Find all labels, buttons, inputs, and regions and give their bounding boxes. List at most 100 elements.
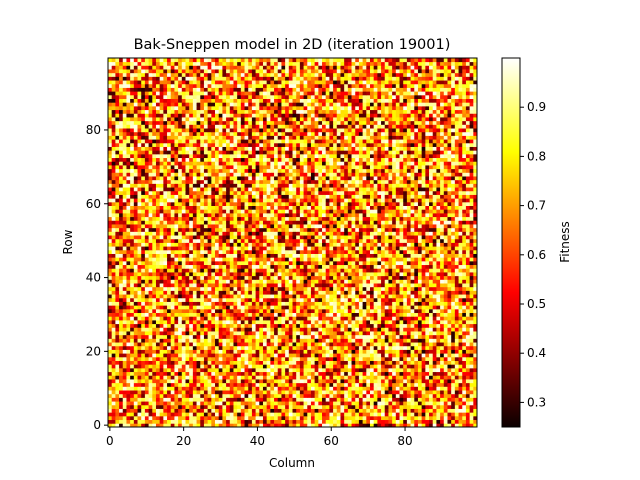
heatmap-cell bbox=[318, 338, 323, 343]
heatmap-cell bbox=[244, 386, 249, 391]
heatmap-cell bbox=[443, 242, 448, 247]
heatmap-cell bbox=[126, 349, 131, 354]
heatmap-cell bbox=[111, 356, 116, 361]
heatmap-cell bbox=[347, 349, 352, 354]
heatmap-cell bbox=[336, 390, 341, 395]
heatmap-cell bbox=[458, 331, 463, 336]
heatmap-cell bbox=[410, 345, 415, 350]
heatmap-cell bbox=[240, 331, 245, 336]
heatmap-cell bbox=[347, 423, 352, 428]
heatmap-cell bbox=[130, 283, 135, 288]
heatmap-cell bbox=[296, 415, 301, 421]
heatmap-cell bbox=[222, 312, 227, 317]
heatmap-cell bbox=[248, 397, 253, 402]
heatmap-cell bbox=[119, 323, 124, 328]
heatmap-cell bbox=[336, 264, 341, 269]
heatmap-cell bbox=[152, 301, 157, 306]
heatmap-cell bbox=[108, 249, 113, 254]
heatmap-cell bbox=[369, 312, 375, 317]
heatmap-cell bbox=[255, 419, 260, 424]
heatmap-cell bbox=[159, 308, 164, 314]
heatmap-cell bbox=[189, 283, 194, 288]
heatmap-cell bbox=[215, 353, 220, 358]
heatmap-cell bbox=[399, 286, 404, 291]
heatmap-cell bbox=[163, 382, 168, 387]
heatmap-cell bbox=[303, 249, 308, 254]
heatmap-cell bbox=[406, 412, 411, 417]
heatmap-cell bbox=[392, 390, 397, 395]
heatmap-cell bbox=[351, 415, 356, 421]
heatmap-cell bbox=[384, 327, 389, 332]
heatmap-cell bbox=[167, 360, 172, 365]
heatmap-cell bbox=[277, 283, 282, 288]
heatmap-cell bbox=[111, 349, 116, 354]
heatmap-cell bbox=[443, 294, 448, 299]
heatmap-cell bbox=[240, 246, 245, 251]
heatmap-cell bbox=[274, 246, 279, 251]
heatmap-cell bbox=[222, 275, 227, 280]
heatmap-cell bbox=[318, 327, 323, 332]
heatmap-cell bbox=[395, 342, 400, 347]
heatmap-cell bbox=[178, 275, 183, 280]
heatmap-cell bbox=[222, 242, 227, 247]
heatmap-cell bbox=[322, 297, 327, 302]
heatmap-cell bbox=[178, 301, 183, 306]
heatmap-cell bbox=[410, 242, 415, 247]
heatmap-cell bbox=[381, 279, 386, 284]
heatmap-cell bbox=[318, 308, 323, 314]
heatmap-cell bbox=[174, 342, 179, 347]
heatmap-cell bbox=[122, 297, 127, 302]
heatmap-cell bbox=[333, 316, 338, 321]
heatmap-cell bbox=[417, 272, 423, 277]
heatmap-cell bbox=[377, 286, 382, 291]
heatmap-cell bbox=[292, 316, 297, 321]
heatmap-cell bbox=[133, 382, 138, 387]
heatmap-cell bbox=[240, 404, 245, 409]
heatmap-cell bbox=[170, 268, 175, 273]
heatmap-cell bbox=[410, 367, 415, 373]
heatmap-cell bbox=[266, 404, 271, 409]
heatmap-cell bbox=[395, 260, 400, 266]
heatmap-cell bbox=[333, 297, 338, 302]
heatmap-cell bbox=[429, 316, 434, 321]
heatmap-cell bbox=[340, 279, 345, 284]
heatmap-cell bbox=[469, 290, 474, 295]
heatmap-cell bbox=[410, 290, 415, 295]
heatmap-cell bbox=[270, 397, 275, 402]
heatmap-cell bbox=[447, 257, 452, 262]
heatmap-cell bbox=[318, 323, 323, 328]
heatmap-cell bbox=[148, 349, 153, 354]
heatmap-cell bbox=[192, 294, 197, 299]
heatmap-cell bbox=[355, 275, 360, 280]
heatmap-cell bbox=[347, 308, 352, 314]
heatmap-cell bbox=[329, 286, 334, 291]
heatmap-cell bbox=[462, 294, 467, 299]
heatmap-cell bbox=[218, 342, 223, 347]
heatmap-cell bbox=[233, 316, 238, 321]
heatmap-cell bbox=[395, 423, 400, 428]
heatmap-cell bbox=[296, 283, 301, 288]
heatmap-cell bbox=[410, 382, 415, 387]
heatmap-cell bbox=[270, 393, 275, 398]
heatmap-cell bbox=[262, 397, 268, 402]
heatmap-cell bbox=[200, 360, 205, 365]
heatmap-cell bbox=[384, 360, 389, 365]
heatmap-cell bbox=[159, 327, 164, 332]
heatmap-cell bbox=[141, 401, 146, 406]
heatmap-cell bbox=[226, 415, 231, 421]
heatmap-cell bbox=[240, 242, 245, 247]
heatmap-cell bbox=[167, 412, 172, 417]
heatmap-cell bbox=[362, 342, 367, 347]
heatmap-cell bbox=[141, 301, 146, 306]
heatmap-cell bbox=[196, 264, 201, 269]
heatmap-cell bbox=[392, 327, 397, 332]
heatmap-cell bbox=[333, 242, 338, 247]
heatmap-cell bbox=[181, 390, 186, 395]
heatmap-cell bbox=[144, 356, 149, 361]
heatmap-cell bbox=[255, 323, 260, 328]
heatmap-cell bbox=[152, 397, 157, 402]
heatmap-cell bbox=[299, 323, 304, 328]
heatmap-cell bbox=[373, 367, 378, 373]
heatmap-cell bbox=[451, 356, 456, 361]
heatmap-cell bbox=[163, 253, 168, 258]
